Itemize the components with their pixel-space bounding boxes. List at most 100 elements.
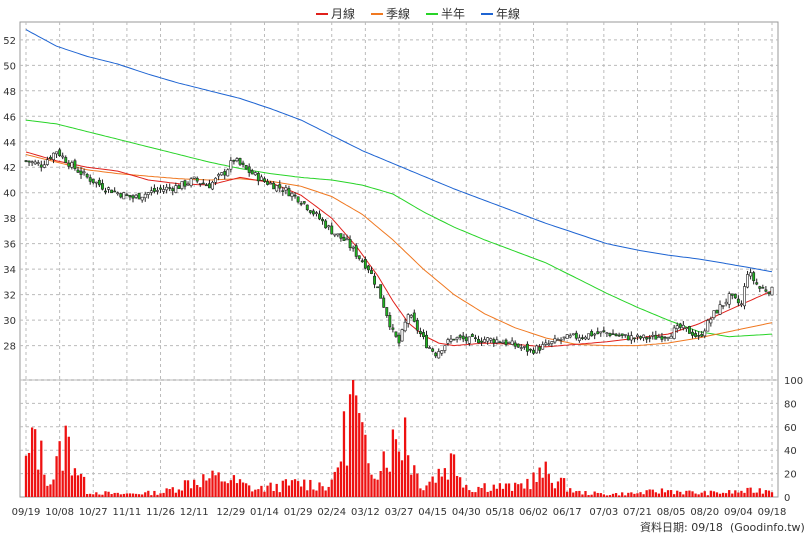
candle-body xyxy=(593,333,597,336)
time-tick-label: 01/29 xyxy=(284,507,313,518)
candle-body xyxy=(61,155,65,158)
volume-bar xyxy=(550,482,554,497)
volume-bar xyxy=(483,483,486,497)
volume-bar xyxy=(452,454,456,497)
volume-bar xyxy=(468,490,471,497)
volume-bar xyxy=(596,492,599,497)
candle-body xyxy=(52,152,55,160)
candle-body xyxy=(366,265,370,271)
volume-bar xyxy=(278,492,281,497)
candle-body xyxy=(217,174,221,177)
volume-bar xyxy=(119,494,122,497)
volume-bar xyxy=(459,477,462,497)
candle-body xyxy=(602,330,606,333)
candle-body xyxy=(587,333,590,340)
candle-body xyxy=(663,336,667,339)
volume-bar xyxy=(49,484,52,497)
candle-body xyxy=(617,334,621,337)
price-tick-label: 46 xyxy=(3,112,16,123)
candle-body xyxy=(529,348,532,351)
candle-body xyxy=(480,340,483,343)
volume-bar xyxy=(342,411,346,497)
candle-body xyxy=(755,282,759,285)
volume-bar xyxy=(367,463,370,497)
volume-bar xyxy=(193,479,196,497)
candle-body xyxy=(636,334,639,337)
candle-body xyxy=(770,286,774,296)
candle-body xyxy=(192,176,196,179)
volume-bar xyxy=(82,476,86,497)
volume-bar xyxy=(510,490,514,497)
candle-body xyxy=(70,162,74,168)
ma-quarter-line xyxy=(25,154,773,347)
volume-bar xyxy=(70,475,74,497)
volume-bar xyxy=(147,490,150,497)
time-tick-label: 01/14 xyxy=(250,507,279,518)
volume-bar xyxy=(621,492,624,497)
time-tick-label: 10/27 xyxy=(79,507,108,518)
volume-bar xyxy=(431,476,434,497)
volume-bar xyxy=(602,494,605,497)
candle-body xyxy=(339,233,343,239)
candle-body xyxy=(137,192,141,200)
candle-body xyxy=(256,173,260,182)
candle-body xyxy=(675,325,679,329)
volume-bar xyxy=(269,482,272,497)
volume-bar xyxy=(293,479,297,497)
volume-bar xyxy=(688,490,691,497)
ma-year-line xyxy=(25,29,773,273)
volume-bar xyxy=(617,495,621,497)
candle-body xyxy=(308,210,312,213)
volume-bar xyxy=(165,488,168,497)
candle-body xyxy=(492,339,496,344)
candle-body xyxy=(370,270,373,274)
volume-bar xyxy=(177,489,181,497)
volume-bar xyxy=(740,490,743,497)
legend-label: 月線 xyxy=(331,6,355,21)
volume-bar xyxy=(107,491,110,497)
candle-body xyxy=(379,284,383,299)
time-tick-label: 11/26 xyxy=(146,507,175,518)
volume-bar xyxy=(40,440,43,497)
candle-body xyxy=(85,173,89,178)
volume-bar xyxy=(504,483,508,497)
volume-bar xyxy=(361,422,364,497)
volume-bar xyxy=(58,441,61,497)
volume-bar xyxy=(541,477,544,497)
candle-body xyxy=(336,233,340,236)
time-tick-label: 11/11 xyxy=(112,507,141,518)
candle-body xyxy=(299,202,303,205)
time-tick-label: 08/20 xyxy=(690,507,719,518)
volume-bar xyxy=(673,494,676,497)
candle-body xyxy=(761,287,765,289)
volume-bar xyxy=(660,488,664,497)
volume-bar xyxy=(64,425,67,497)
candle-body xyxy=(119,193,123,198)
volume-bar xyxy=(128,493,132,497)
candle-body xyxy=(553,338,557,343)
volume-bar xyxy=(443,468,447,497)
volume-bar xyxy=(251,491,254,497)
candle-body xyxy=(403,321,407,332)
volume-bar xyxy=(703,491,706,497)
volume-bar xyxy=(95,492,98,497)
volume-bar xyxy=(141,494,144,497)
volume-bar xyxy=(446,479,450,497)
volume-bar xyxy=(526,478,529,497)
candle-body xyxy=(623,334,627,336)
candle-body xyxy=(302,201,306,204)
candle-body xyxy=(590,331,594,337)
volume-bar xyxy=(125,493,129,497)
volume-bar xyxy=(636,493,639,497)
candle-body xyxy=(278,184,282,189)
volume-bar xyxy=(645,490,648,497)
volume-bar xyxy=(150,495,153,497)
candle-body xyxy=(645,337,649,340)
candle-body xyxy=(345,238,349,241)
volume-bar xyxy=(400,460,404,497)
candle-body xyxy=(657,336,661,339)
candle-body xyxy=(107,187,110,190)
candle-body xyxy=(428,347,432,349)
candle-body xyxy=(116,192,120,195)
